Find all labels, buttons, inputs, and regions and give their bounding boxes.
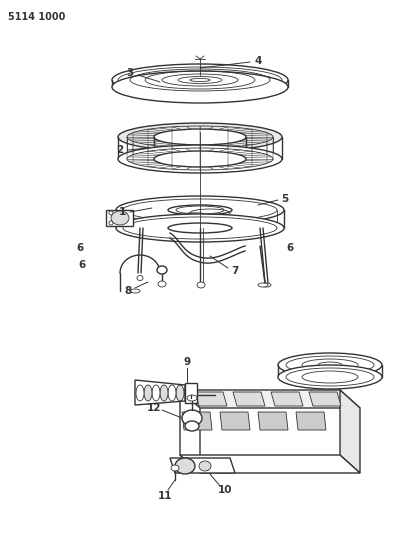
Ellipse shape — [157, 266, 167, 274]
Text: 5114 1000: 5114 1000 — [8, 12, 65, 22]
Polygon shape — [258, 412, 288, 430]
Text: 2: 2 — [116, 145, 124, 155]
Polygon shape — [340, 390, 360, 473]
Ellipse shape — [144, 385, 152, 401]
Ellipse shape — [154, 129, 246, 145]
Ellipse shape — [112, 71, 288, 103]
Ellipse shape — [130, 289, 140, 293]
Ellipse shape — [261, 283, 271, 287]
Ellipse shape — [197, 282, 205, 288]
Ellipse shape — [278, 353, 382, 377]
Ellipse shape — [176, 385, 184, 401]
Polygon shape — [271, 392, 303, 406]
Polygon shape — [309, 392, 341, 406]
Ellipse shape — [116, 196, 284, 224]
Ellipse shape — [116, 214, 284, 242]
Text: 8: 8 — [124, 286, 132, 296]
Polygon shape — [180, 390, 360, 408]
Ellipse shape — [118, 123, 282, 151]
Ellipse shape — [199, 461, 211, 471]
Ellipse shape — [109, 211, 113, 215]
Ellipse shape — [137, 276, 143, 280]
Polygon shape — [106, 210, 133, 226]
Ellipse shape — [160, 385, 168, 401]
Polygon shape — [185, 383, 197, 403]
Ellipse shape — [187, 395, 197, 401]
Polygon shape — [195, 392, 227, 406]
Text: 3: 3 — [126, 68, 134, 78]
Polygon shape — [296, 412, 326, 430]
Ellipse shape — [185, 421, 199, 431]
Ellipse shape — [109, 221, 113, 225]
Text: 5: 5 — [282, 194, 288, 204]
Polygon shape — [220, 412, 250, 430]
Ellipse shape — [158, 281, 166, 287]
Ellipse shape — [182, 410, 202, 426]
Ellipse shape — [152, 385, 160, 401]
Text: 12: 12 — [147, 403, 161, 413]
Ellipse shape — [302, 371, 358, 383]
Polygon shape — [180, 455, 360, 473]
Text: 6: 6 — [78, 260, 86, 270]
Text: 10: 10 — [218, 485, 232, 495]
Ellipse shape — [168, 205, 232, 215]
Ellipse shape — [258, 283, 268, 287]
Polygon shape — [182, 412, 212, 430]
Polygon shape — [180, 390, 200, 473]
Ellipse shape — [111, 211, 129, 225]
Text: 6: 6 — [286, 243, 294, 253]
Polygon shape — [170, 458, 235, 473]
Ellipse shape — [171, 465, 179, 471]
Ellipse shape — [136, 385, 144, 401]
Text: 1: 1 — [118, 207, 126, 217]
Text: 4: 4 — [254, 56, 262, 66]
Ellipse shape — [278, 365, 382, 389]
Ellipse shape — [118, 145, 282, 173]
Polygon shape — [233, 392, 265, 406]
Ellipse shape — [175, 458, 195, 474]
Ellipse shape — [168, 385, 176, 401]
Ellipse shape — [154, 151, 246, 167]
Ellipse shape — [168, 223, 232, 233]
Ellipse shape — [112, 64, 288, 96]
Text: 7: 7 — [231, 266, 239, 276]
Text: 9: 9 — [184, 357, 191, 367]
Text: 6: 6 — [76, 243, 84, 253]
Text: 11: 11 — [158, 491, 172, 501]
